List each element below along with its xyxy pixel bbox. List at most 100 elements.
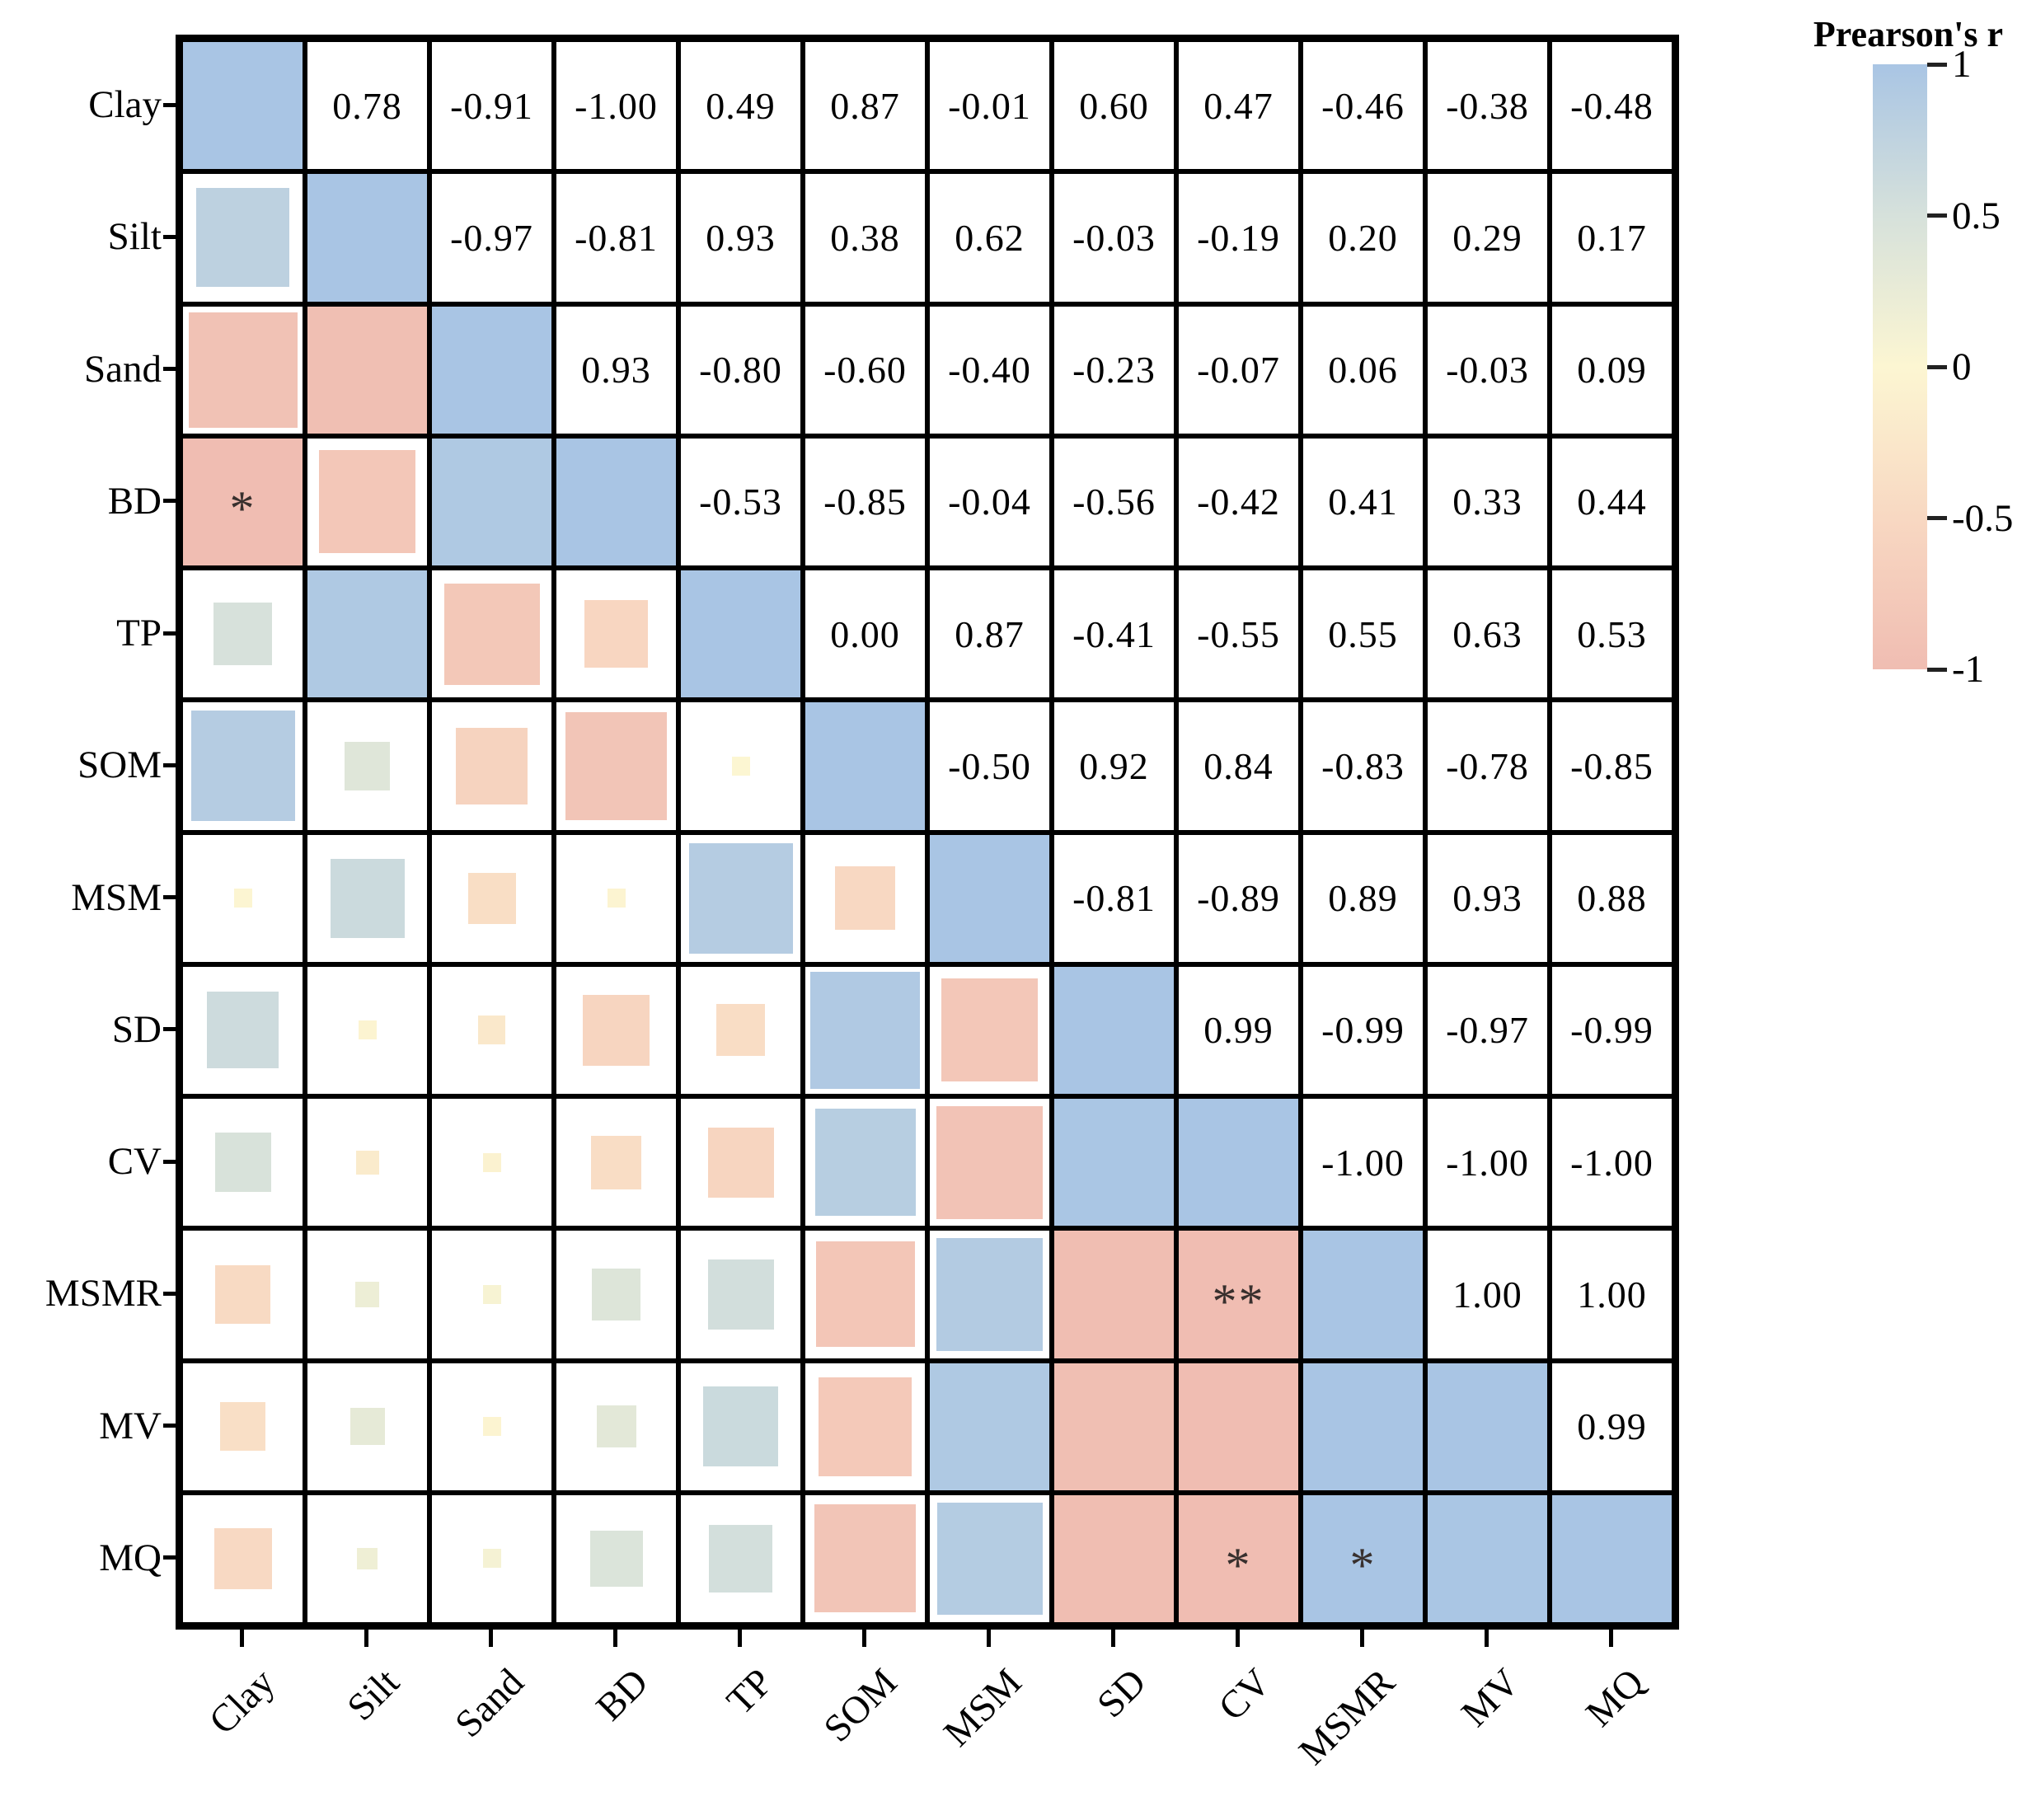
matrix-cell-MSM-MSMR: 0.89 <box>1301 832 1425 964</box>
matrix-cell-SD-TP <box>678 964 803 1096</box>
correlation-value: 0.55 <box>1328 612 1398 655</box>
correlation-value: 0.47 <box>1203 84 1274 127</box>
matrix-cell-Clay-CV: 0.47 <box>1176 40 1301 172</box>
correlation-square <box>810 971 920 1089</box>
correlation-value: 0.09 <box>1577 349 1647 392</box>
matrix-cell-Clay-SD: 0.60 <box>1052 40 1176 172</box>
correlation-value: -0.42 <box>1197 481 1280 523</box>
y-label-MQ: MQ <box>99 1536 162 1579</box>
matrix-cell-SD-MV: -0.97 <box>1425 964 1550 1096</box>
correlation-square <box>319 450 415 554</box>
x-label-MSMR: MSMR <box>1290 1660 1403 1774</box>
correlation-square <box>584 600 648 668</box>
y-label-BD: BD <box>107 479 162 523</box>
matrix-cell-Silt-MQ: 0.17 <box>1550 171 1674 304</box>
matrix-cell-MSMR-Silt <box>305 1228 429 1361</box>
matrix-cell-Clay-Silt: 0.78 <box>305 40 429 172</box>
matrix-cell-SD-SD <box>1052 964 1176 1096</box>
matrix-cell-MV-Clay <box>181 1360 305 1493</box>
matrix-cell-Clay-TP: 0.49 <box>678 40 803 172</box>
matrix-cell-MSM-Sand <box>429 832 554 964</box>
correlation-value: -0.40 <box>948 349 1031 392</box>
correlation-value: -0.46 <box>1321 84 1405 127</box>
matrix-cell-TP-SD: -0.41 <box>1052 568 1176 701</box>
correlation-square <box>307 570 427 698</box>
matrix-cell-Clay-MQ: -0.48 <box>1550 40 1674 172</box>
correlation-value: 0.38 <box>830 216 900 259</box>
correlation-value: -0.99 <box>1321 1009 1405 1052</box>
correlation-square <box>941 978 1038 1082</box>
colorbar-tick <box>1927 213 1947 218</box>
correlation-value: -0.55 <box>1197 612 1280 655</box>
matrix-cell-MQ-SOM <box>803 1492 927 1625</box>
matrix-cell-SOM-Sand <box>429 700 554 833</box>
matrix-cell-MQ-Clay <box>181 1492 305 1625</box>
x-label-SOM: SOM <box>815 1660 905 1751</box>
correlation-value: 0.88 <box>1577 877 1647 920</box>
correlation-value: -0.04 <box>948 481 1031 523</box>
correlation-value: -0.19 <box>1197 216 1280 259</box>
matrix-cell-MQ-Silt <box>305 1492 429 1625</box>
correlation-square <box>188 312 298 428</box>
correlation-value: 0.87 <box>955 612 1025 655</box>
correlation-value: 0.93 <box>1452 877 1522 920</box>
correlation-value: -0.80 <box>699 349 782 392</box>
correlation-value: 0.93 <box>581 349 651 392</box>
x-tick <box>364 1627 368 1647</box>
matrix-cell-BD-CV: -0.42 <box>1176 435 1301 568</box>
matrix-cell-MV-MQ: 0.99 <box>1550 1360 1674 1493</box>
matrix-cell-MSMR-MSMR <box>1301 1228 1425 1361</box>
matrix-cell-CV-SOM <box>803 1096 927 1229</box>
matrix-cell-MQ-MV <box>1425 1492 1550 1625</box>
matrix-cell-MV-BD <box>554 1360 678 1493</box>
matrix-cell-BD-Sand <box>429 435 554 568</box>
y-label-SD: SD <box>111 1007 162 1051</box>
correlation-value: 0.93 <box>706 216 776 259</box>
matrix-cell-Clay-MSMR: -0.46 <box>1301 40 1425 172</box>
correlation-square <box>709 1524 772 1592</box>
matrix-cell-SOM-CV: 0.84 <box>1176 700 1301 833</box>
matrix-cell-MV-MV <box>1425 1360 1550 1493</box>
matrix-cell-MV-MSM <box>927 1360 1052 1493</box>
matrix-cell-MSM-CV: -0.89 <box>1176 832 1301 964</box>
matrix-cell-Sand-Sand <box>429 303 554 436</box>
matrix-cell-Sand-MSMR: 0.06 <box>1301 303 1425 436</box>
matrix-cell-Sand-Silt <box>305 303 429 436</box>
correlation-value: -0.99 <box>1570 1009 1654 1052</box>
matrix-cell-SD-BD <box>554 964 678 1096</box>
correlation-square <box>467 872 516 924</box>
correlation-value: 0.17 <box>1577 216 1647 259</box>
correlation-square <box>307 306 427 434</box>
matrix-cell-BD-SOM: -0.85 <box>803 435 927 568</box>
matrix-cell-MSM-MQ: 0.88 <box>1550 832 1674 964</box>
x-label-CV: CV <box>1210 1660 1278 1729</box>
matrix-cell-SOM-MSM: -0.50 <box>927 700 1052 833</box>
y-tick <box>163 631 180 636</box>
matrix-cell-Silt-TP: 0.93 <box>678 171 803 304</box>
y-tick <box>163 762 180 767</box>
correlation-value: 0.78 <box>332 84 402 127</box>
matrix-grid: 0.78 -0.91 -1.00 0.49 0.87 -0.01 0.60 0.47 -0.46… <box>176 35 1679 1630</box>
correlation-square <box>936 1237 1043 1351</box>
matrix-cell-Sand-MQ: 0.09 <box>1550 303 1674 436</box>
x-tick <box>738 1627 742 1647</box>
correlation-square <box>1428 1494 1547 1622</box>
matrix-cell-SD-Clay <box>181 964 305 1096</box>
y-tick <box>163 895 180 900</box>
correlation-square <box>432 438 551 565</box>
correlation-value: -1.00 <box>1321 1141 1405 1184</box>
correlation-value: -1.00 <box>1570 1141 1654 1184</box>
correlation-value: 0.84 <box>1203 744 1274 787</box>
colorbar-tick-label: -0.5 <box>1952 496 2014 540</box>
y-tick <box>163 102 180 107</box>
matrix-cell-CV-BD <box>554 1096 678 1229</box>
matrix-cell-TP-MSM: 0.87 <box>927 568 1052 701</box>
correlation-value: -0.38 <box>1446 84 1529 127</box>
correlation-square <box>207 992 279 1069</box>
matrix-cell-SD-MQ: -0.99 <box>1550 964 1674 1096</box>
matrix-cell-SOM-MQ: -0.85 <box>1550 700 1674 833</box>
matrix-cell-SD-MSMR: -0.99 <box>1301 964 1425 1096</box>
matrix-cell-MQ-MSM <box>927 1492 1052 1625</box>
correlation-square <box>330 858 405 938</box>
correlation-square <box>607 889 626 908</box>
